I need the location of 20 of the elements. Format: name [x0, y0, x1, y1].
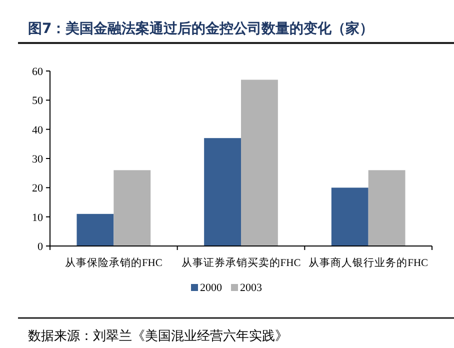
y-tick-label: 60: [32, 66, 44, 78]
source-note: 数据来源：刘翠兰《美国混业经营六年实践》: [28, 328, 288, 344]
x-tick-label: 从事保险承销的FHC: [64, 256, 162, 269]
legend-label: 2000: [200, 282, 222, 294]
chart-title: 图7：美国金融法案通过后的金控公司数量的变化（家）: [28, 20, 374, 37]
y-tick-label: 40: [32, 124, 44, 136]
x-tick-label: 从事商人银行业务的FHC: [308, 256, 428, 269]
y-tick-label: 20: [32, 182, 44, 195]
bar: [331, 188, 368, 246]
y-tick-label: 30: [32, 154, 44, 166]
y-tick-label: 10: [32, 212, 44, 224]
bar: [368, 170, 406, 246]
y-tick-label: 50: [32, 95, 44, 108]
y-tick-label: 0: [38, 241, 44, 253]
x-tick-label: 从事证券承销买卖的FHC: [181, 256, 301, 269]
bar: [241, 80, 278, 246]
bar: [76, 214, 114, 246]
bar: [114, 170, 151, 246]
legend-label: 2003: [240, 282, 262, 294]
bar: [204, 138, 241, 246]
